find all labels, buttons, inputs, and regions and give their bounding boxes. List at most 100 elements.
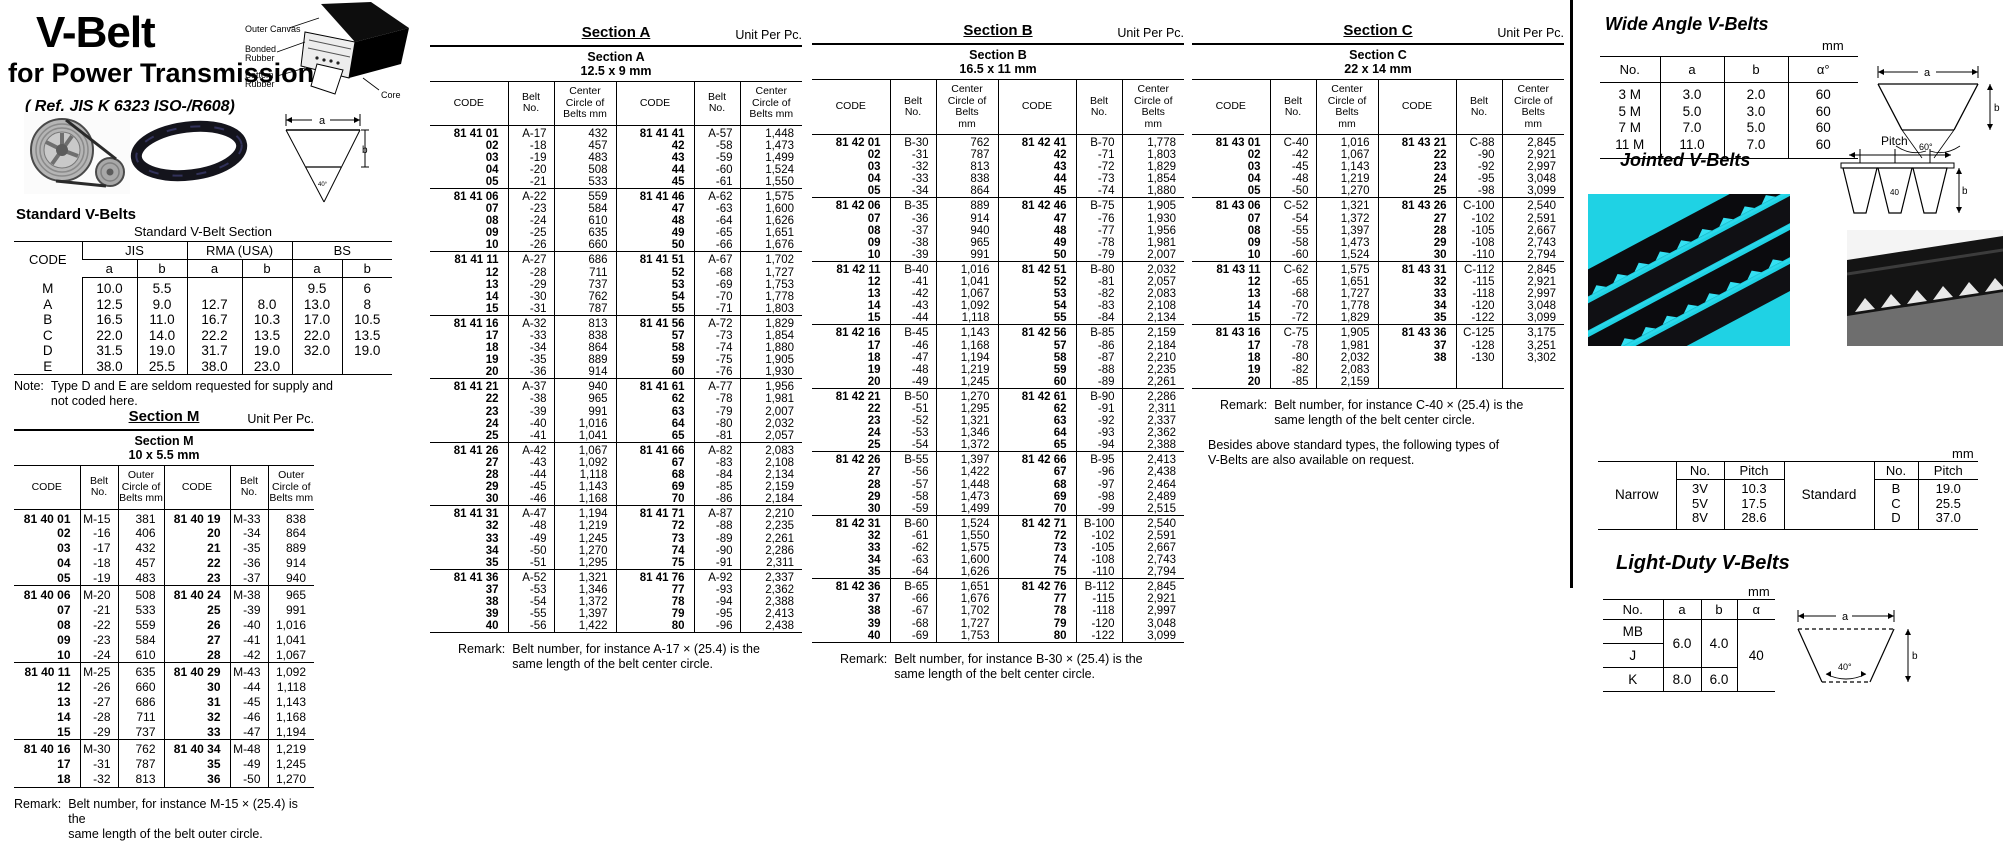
circle-cell: 787 [935, 149, 998, 162]
belt-no-cell: -55 [507, 608, 554, 621]
belt-no-cell: -53 [889, 427, 936, 440]
belt-no-cell: -98 [1455, 185, 1502, 198]
belt-row: 07 -23 584 47 -63 1,600 [430, 203, 802, 216]
code-header: CODE [28, 252, 67, 268]
circle-cell: 1,524 [1315, 248, 1378, 262]
belt-code-cell: 81 41 26 [430, 441, 508, 457]
circle-cell: 813 [117, 772, 164, 788]
belt-code-cell: 49 [997, 236, 1076, 249]
belt-no-cell: -95 [693, 608, 740, 621]
circle-cell: 2,159 [1121, 324, 1184, 340]
belt-code-cell: 64 [997, 427, 1076, 440]
belt-code-cell: 59 [997, 363, 1076, 376]
belt-row: 17 -78 1,981 37 -128 3,251 [1192, 339, 1564, 352]
angle-cell: 60 [1787, 103, 1858, 120]
sub-header-a: a [82, 259, 137, 278]
belt-code-cell: 81 42 41 [997, 134, 1076, 150]
circle-cell: 2,413 [1121, 451, 1184, 467]
circle-cell: 457 [117, 555, 164, 571]
circle-cell: 2,743 [1501, 236, 1564, 249]
belt-row: 15 -29 737 33 -47 1,194 [14, 724, 314, 740]
circle-cell: 1,803 [739, 302, 802, 316]
circle-cell: 1,092 [935, 300, 998, 313]
unit-per-pc-label: Unit Per Pc. [1497, 26, 1564, 40]
belt-code-cell: 75 [997, 566, 1076, 579]
belt-code-cell: 68 [997, 478, 1076, 491]
belt-no-cell: -50 [507, 544, 554, 557]
belt-row: 17 -46 1,168 57 -86 2,184 [812, 339, 1184, 352]
dimension-cell: 38.0 [81, 358, 137, 375]
belt-row: 19 -48 1,219 59 -88 2,235 [812, 363, 1184, 376]
belt-row: 14 -70 1,778 34 -120 3,048 [1192, 300, 1564, 313]
circle-cell: 1,041 [935, 276, 998, 289]
belt-no-cell: M-38 [229, 585, 268, 604]
circle-cell: 1,575 [739, 187, 802, 204]
section-a-table: CODE Belt No. Center Circle of Belts mm COD… [430, 81, 802, 634]
belt-row: 81 40 11 M-25 635 81 40 29 M-43 1,092 [14, 662, 314, 681]
belt-row: 05 -21 533 45 -61 1,550 [430, 175, 802, 189]
belt-no-cell: -102 [1455, 212, 1502, 225]
belt-no-cell: C-62 [1269, 260, 1316, 277]
belt-no-cell: A-62 [693, 187, 740, 204]
belt-no-cell: -122 [1075, 629, 1122, 643]
belt-no-cell: -56 [889, 466, 936, 479]
belt-code-cell: 81 41 61 [615, 378, 694, 394]
angle-cell: 60 [1787, 120, 1858, 137]
belt-code-cell: 44 [615, 163, 694, 176]
dim-a-cell: 3.0 [1659, 82, 1724, 104]
belt-no-cell: -35 [229, 541, 268, 556]
pulley-photo [24, 112, 130, 194]
circle-cell: 864 [553, 342, 616, 355]
angle-40-label: 40° [1838, 662, 1852, 672]
belt-code-cell: 30 [485, 493, 499, 506]
belt-code-cell: 81 41 36 [430, 568, 508, 584]
belt-row: 81 41 31 A-47 1,194 81 41 71 A-87 2,210 [430, 505, 802, 521]
circle-cell: 2,261 [739, 532, 802, 545]
belt-no-header: Belt No. [229, 465, 268, 510]
narrow-label: Narrow [1614, 486, 1659, 502]
belt-code-cell: 81 41 31 [430, 505, 508, 521]
belt-no-cell: -36 [889, 212, 936, 225]
dimension-cell: 16.5 [81, 312, 137, 328]
belt-no-cell: -29 [507, 278, 554, 291]
circle-cell: 1,194 [935, 351, 998, 364]
belt-code-cell: 03 [485, 151, 499, 164]
belt-code-cell: 26 [163, 618, 230, 633]
belt-no-cell: A-57 [693, 125, 740, 140]
v-section-diagram: a b 40° [285, 114, 369, 203]
circle-cell: 1,092 [267, 662, 314, 681]
belt-code-cell: 07 [1247, 212, 1261, 225]
belt-code-cell: 15 [57, 724, 71, 739]
circle-cell: 660 [117, 680, 164, 696]
circle-cell: 1,143 [267, 695, 314, 710]
belt-no-cell: -65 [693, 227, 740, 240]
belt-no-cell: A-82 [693, 441, 740, 457]
belt-code-cell: 20 [485, 366, 499, 379]
belt-no-cell: -88 [693, 520, 740, 533]
belt-no-cell: -42 [1269, 149, 1316, 162]
standard-section-table-block: Standard V-Belt Section CODE JIS RMA (US… [14, 224, 393, 409]
circle-cell: 2,083 [739, 441, 802, 457]
circle-cell: 1,981 [1121, 236, 1184, 249]
circle-cell: 3,099 [1501, 312, 1564, 325]
belt-code-cell: 49 [615, 227, 694, 240]
belt-no-cell: -99 [1075, 502, 1122, 516]
belt-no-cell: -35 [507, 354, 554, 367]
belt-no-cell: -76 [693, 366, 740, 379]
belt-row: 04 -18 457 22 -36 914 [14, 555, 314, 571]
belt-code-cell: 38 [485, 595, 499, 608]
belt-code-cell: 10 [485, 239, 499, 252]
belt-row: 25 -41 1,041 65 -81 2,057 [430, 429, 802, 443]
belt-no-cell: B-70 [1075, 134, 1122, 150]
light-duty-unit: mm [1748, 584, 1770, 599]
standard-no-values: B C D [1873, 479, 1918, 529]
belt-code-cell: 57 [615, 330, 694, 343]
circle-cell: 2,032 [1315, 351, 1378, 364]
belt-code-cell: 09 [1247, 236, 1261, 249]
standard-table-title: Standard V-Belt Section [133, 224, 273, 239]
belt-code-cell: 81 41 01 [453, 127, 499, 140]
belt-row: 81 40 06 M-20 508 81 40 24 M-38 965 [14, 585, 314, 604]
belt-row: 13 -42 1,067 53 -82 2,083 [812, 288, 1184, 301]
belt-row: 81 42 21 B-50 1,270 81 42 61 B-90 2,286 [812, 387, 1184, 403]
belt-no-cell: A-27 [507, 251, 554, 267]
